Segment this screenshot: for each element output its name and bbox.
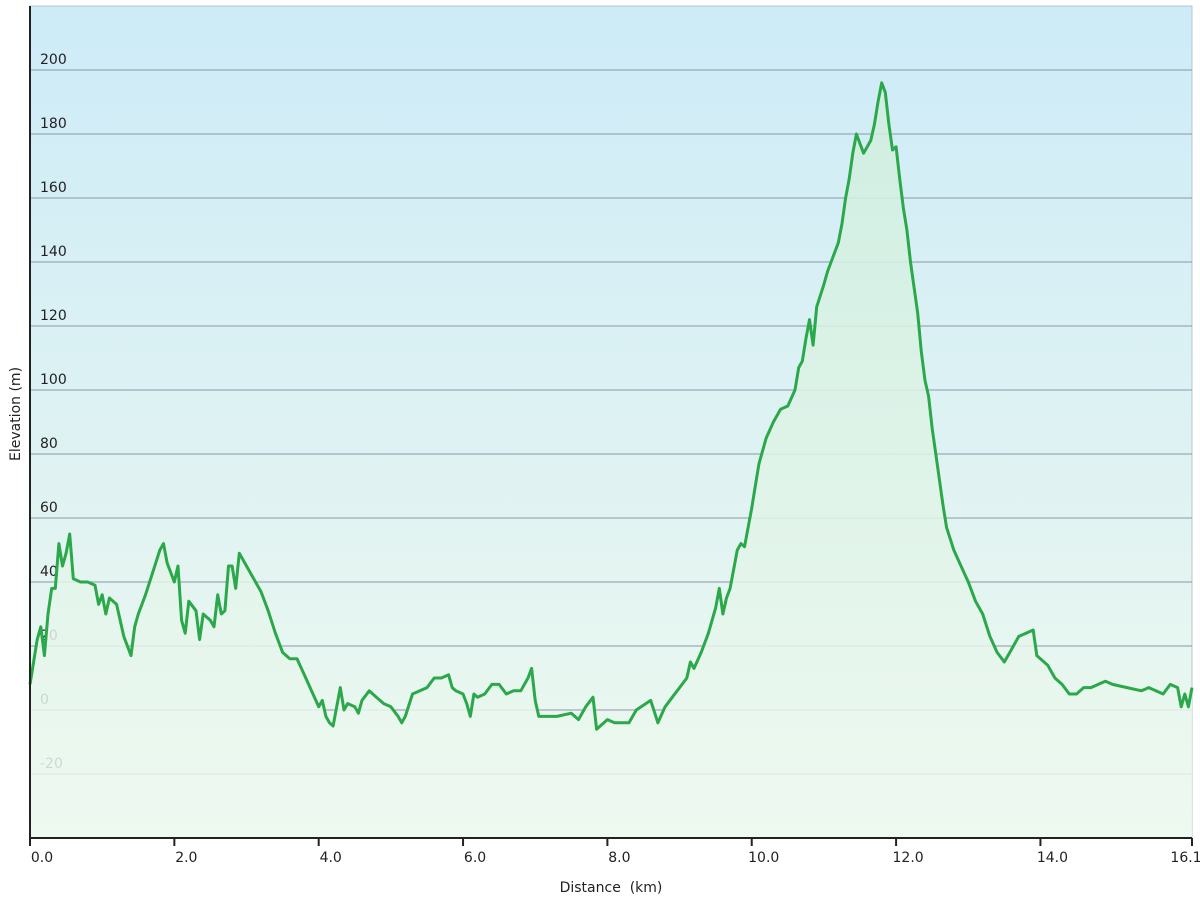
elevation-line xyxy=(28,81,1194,731)
y-tick-label: 40 xyxy=(40,564,58,580)
y-tick-label: 120 xyxy=(40,308,67,324)
x-axis-title: Distance (km) xyxy=(560,880,663,896)
x-tick-label: 4.0 xyxy=(320,850,342,866)
y-tick-label: 80 xyxy=(40,436,58,452)
x-tick-label: 14.0 xyxy=(1037,850,1068,866)
x-tick-labels: 0.0 2.0 4.0 6.0 8.0 10.0 12.0 14.0 16.1 xyxy=(31,850,1200,866)
x-tick-label: 2.0 xyxy=(175,850,197,866)
x-tick-marks xyxy=(29,838,1193,846)
y-tick-label: 100 xyxy=(40,372,67,388)
y-tick-label: 200 xyxy=(40,52,67,68)
x-tick-label: 12.0 xyxy=(893,850,924,866)
y-tick-labels: 200180160140120100806040200-20 xyxy=(40,52,67,772)
x-tick-label: 10.0 xyxy=(748,850,779,866)
x-tick-label: 16.1 xyxy=(1170,850,1200,866)
y-tick-label: 140 xyxy=(40,244,67,260)
y-tick-label: 160 xyxy=(40,180,67,196)
y-tick-label: 60 xyxy=(40,500,58,516)
y-tick-label: 180 xyxy=(40,116,67,132)
elevation-area xyxy=(30,82,1192,839)
y-axis-title: Elevation (m) xyxy=(8,367,24,461)
x-tick-label: 8.0 xyxy=(608,850,630,866)
x-tick-label: 0.0 xyxy=(31,850,53,866)
x-tick-label: 6.0 xyxy=(464,850,486,866)
